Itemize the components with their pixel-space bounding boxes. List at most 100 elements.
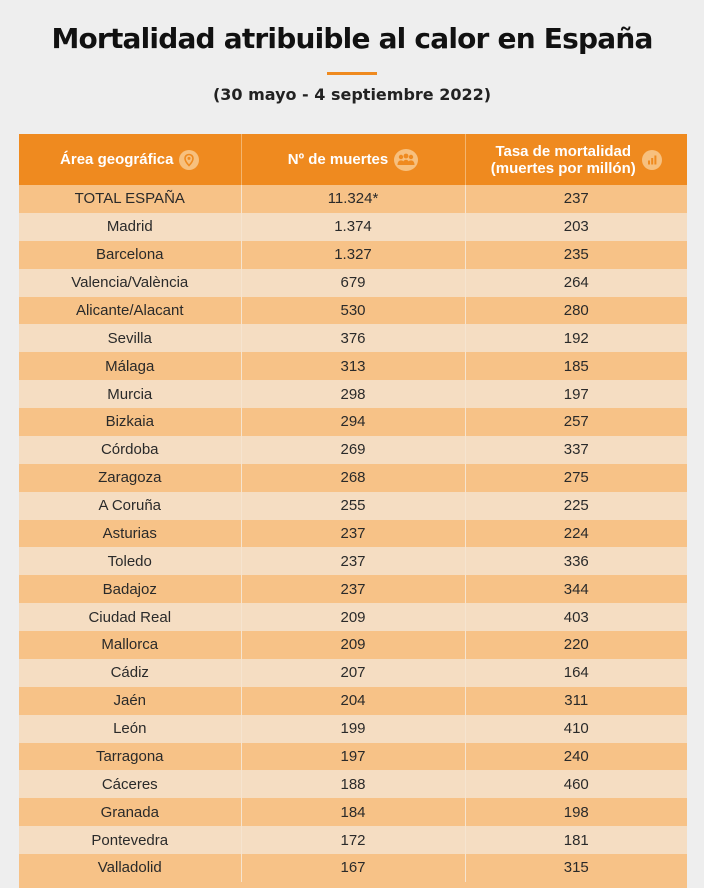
area-cell: TOTAL ESPAÑA [19, 185, 242, 213]
rate-cell: 315 [465, 854, 687, 882]
deaths-cell: 172 [241, 826, 466, 854]
area-cell: León [19, 714, 242, 743]
rate-cell: 203 [465, 212, 687, 241]
table-header-row: Área geográfica Nº de muertes [19, 134, 687, 185]
deaths-cell: 237 [241, 575, 466, 604]
table-row: Zaragoza 268 275 [19, 463, 687, 492]
table-row: Pontevedra 172 181 [19, 826, 687, 854]
title-divider [327, 72, 377, 75]
table-row: Alicante/Alacant 530 280 [19, 296, 687, 325]
area-cell: Zaragoza [19, 463, 242, 492]
table-row: León 199 410 [19, 714, 687, 743]
area-cell: A Coruña [19, 491, 242, 520]
area-cell: Sevilla [19, 324, 242, 353]
area-cell: Tarragona [19, 742, 242, 771]
rate-cell: 337 [465, 435, 687, 464]
deaths-cell: 1.327 [241, 240, 466, 269]
area-cell: Ciudad Real [19, 603, 242, 631]
area-cell: Alicante/Alacant [19, 296, 242, 325]
deaths-cell: 188 [241, 770, 466, 799]
table-bottom-edge [19, 882, 687, 888]
area-cell: Mallorca [19, 631, 242, 659]
table-row: Málaga 313 185 [19, 352, 687, 381]
rate-cell: 185 [465, 352, 687, 381]
deaths-cell: 237 [241, 547, 466, 576]
deaths-cell: 679 [241, 268, 466, 297]
rate-cell: 264 [465, 268, 687, 297]
rate-cell: 164 [465, 658, 687, 687]
deaths-cell: 199 [241, 714, 466, 743]
rate-cell: 311 [465, 686, 687, 715]
area-cell: Cáceres [19, 770, 242, 799]
rate-cell: 344 [465, 575, 687, 604]
bar-chart-icon [641, 149, 662, 170]
table-row: Valencia/València 679 264 [19, 268, 687, 297]
area-cell: Pontevedra [19, 826, 242, 854]
table-row: Jaén 204 311 [19, 686, 687, 715]
area-cell: Cádiz [19, 658, 242, 687]
rate-cell: 280 [465, 296, 687, 325]
area-cell: Valencia/València [19, 268, 242, 297]
area-cell: Granada [19, 798, 242, 827]
area-cell: Jaén [19, 686, 242, 715]
rate-cell: 336 [465, 547, 687, 576]
page-subtitle: (30 mayo - 4 septiembre 2022) [212, 85, 492, 104]
mortality-table: Área geográfica Nº de muertes [19, 134, 687, 882]
deaths-cell: 298 [241, 380, 466, 408]
header-rate-line1: Tasa de mortalidad [495, 142, 632, 160]
location-pin-icon [179, 149, 200, 170]
rate-cell: 235 [465, 240, 687, 269]
table-row: Mallorca 209 220 [19, 631, 687, 659]
table-row: Asturias 237 224 [19, 519, 687, 548]
deaths-cell: 255 [241, 491, 466, 520]
table-row: TOTAL ESPAÑA 11.324* 237 [19, 185, 687, 213]
rate-cell: 181 [465, 826, 687, 854]
deaths-cell: 197 [241, 742, 466, 771]
rate-cell: 224 [465, 519, 687, 548]
area-cell: Murcia [19, 380, 242, 408]
deaths-cell: 530 [241, 296, 466, 325]
table-row: Badajoz 237 344 [19, 575, 687, 604]
rate-cell: 257 [465, 408, 687, 436]
table-row: Sevilla 376 192 [19, 324, 687, 353]
deaths-cell: 268 [241, 463, 466, 492]
area-cell: Madrid [19, 212, 242, 241]
deaths-cell: 376 [241, 324, 466, 353]
rate-cell: 197 [465, 380, 687, 408]
rate-cell: 198 [465, 798, 687, 827]
area-cell: Córdoba [19, 435, 242, 464]
table-row: Ciudad Real 209 403 [19, 603, 687, 631]
table-row: Madrid 1.374 203 [19, 212, 687, 241]
header-deaths-label: Nº de muertes [287, 151, 389, 168]
table-row: Granada 184 198 [19, 798, 687, 827]
table-row: Cáceres 188 460 [19, 770, 687, 799]
page-title: Mortalidad atribuible al calor en España [51, 22, 653, 55]
rate-cell: 225 [465, 491, 687, 520]
deaths-cell: 237 [241, 519, 466, 548]
area-cell: Valladolid [19, 854, 242, 882]
deaths-cell: 184 [241, 798, 466, 827]
header-area: Área geográfica [19, 134, 242, 185]
rate-cell: 240 [465, 742, 687, 771]
table-row: Barcelona 1.327 235 [19, 240, 687, 269]
table-row: Valladolid 167 315 [19, 854, 687, 882]
header-area-label: Área geográfica [60, 151, 174, 168]
deaths-cell: 1.374 [241, 212, 466, 241]
deaths-cell: 204 [241, 686, 466, 715]
deaths-cell: 209 [241, 631, 466, 659]
table-body: TOTAL ESPAÑA 11.324* 237 Madrid 1.374 203 Barc… [19, 185, 687, 882]
table-row: Toledo 237 336 [19, 547, 687, 576]
rate-cell: 192 [465, 324, 687, 353]
area-cell: Barcelona [19, 240, 242, 269]
deaths-cell: 167 [241, 854, 466, 882]
table-row: Murcia 298 197 [19, 380, 687, 408]
rate-cell: 403 [465, 603, 687, 631]
table-row: Bizkaia 294 257 [19, 408, 687, 436]
rate-cell: 410 [465, 714, 687, 743]
area-cell: Toledo [19, 547, 242, 576]
header-deaths: Nº de muertes [241, 134, 466, 185]
deaths-cell: 313 [241, 352, 466, 381]
area-cell: Málaga [19, 352, 242, 381]
deaths-cell: 294 [241, 408, 466, 436]
deaths-cell: 269 [241, 435, 466, 464]
